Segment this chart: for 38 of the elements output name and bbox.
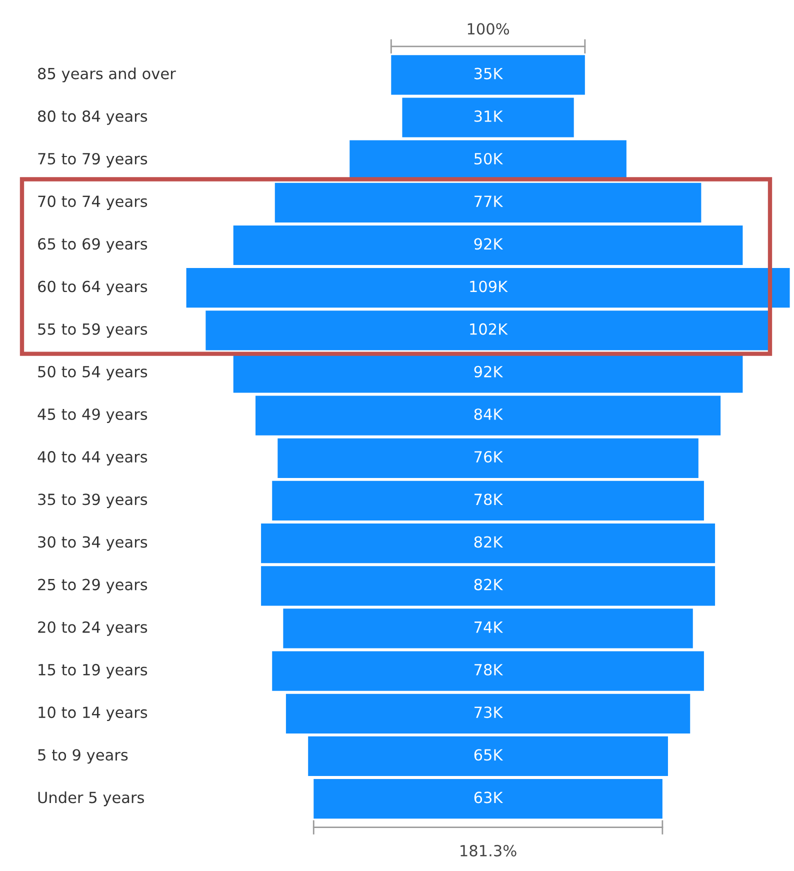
category-label: 45 to 49 years	[38, 408, 148, 423]
data-label: 78K	[474, 494, 504, 506]
data-label: 74K	[474, 622, 504, 633]
text: 181.3%	[460, 844, 516, 856]
category-label: 65 to 69 years	[38, 238, 148, 253]
category-label: 40 to 44 years	[38, 451, 148, 466]
data-label: 92K	[474, 366, 504, 378]
category-label: 60 to 64 years	[38, 280, 148, 296]
category-label: 70 to 74 years	[38, 196, 148, 210]
data-label: 76K	[474, 451, 504, 463]
category-label: 30 to 34 years	[38, 536, 148, 551]
data-label: 63K	[474, 792, 504, 804]
category-label: 25 to 29 years	[38, 578, 148, 594]
data-label: 73K	[474, 706, 504, 718]
text: 100%	[468, 23, 510, 35]
data-label: 82K	[474, 578, 504, 590]
data-label: 82K	[474, 536, 504, 548]
category-label: Under 5 years	[38, 791, 144, 806]
category-label: 55 to 59 years	[38, 323, 148, 338]
data-label: 102K	[470, 323, 508, 335]
category-label: 10 to 14 years	[38, 706, 148, 722]
data-label: 35K	[474, 68, 504, 80]
data-label: 31K	[474, 110, 504, 122]
category-label: 75 to 79 years	[38, 152, 148, 168]
category-label: 50 to 54 years	[38, 366, 148, 380]
category-label: 85 years and over	[38, 68, 176, 82]
data-label: 50K	[474, 152, 504, 165]
data-label: 92K	[474, 238, 504, 250]
data-label: 78K	[474, 664, 504, 676]
category-label: 80 to 84 years	[38, 110, 148, 125]
category-label: 5 to 9 years	[38, 749, 128, 764]
category-label: 20 to 24 years	[38, 621, 148, 636]
data-label: 84K	[474, 408, 504, 420]
category-label: 35 to 39 years	[38, 494, 148, 508]
category-label: 15 to 19 years	[38, 664, 148, 678]
data-label: 109K	[470, 280, 508, 292]
data-label: 65K	[474, 749, 504, 761]
data-label: 77K	[474, 196, 504, 207]
